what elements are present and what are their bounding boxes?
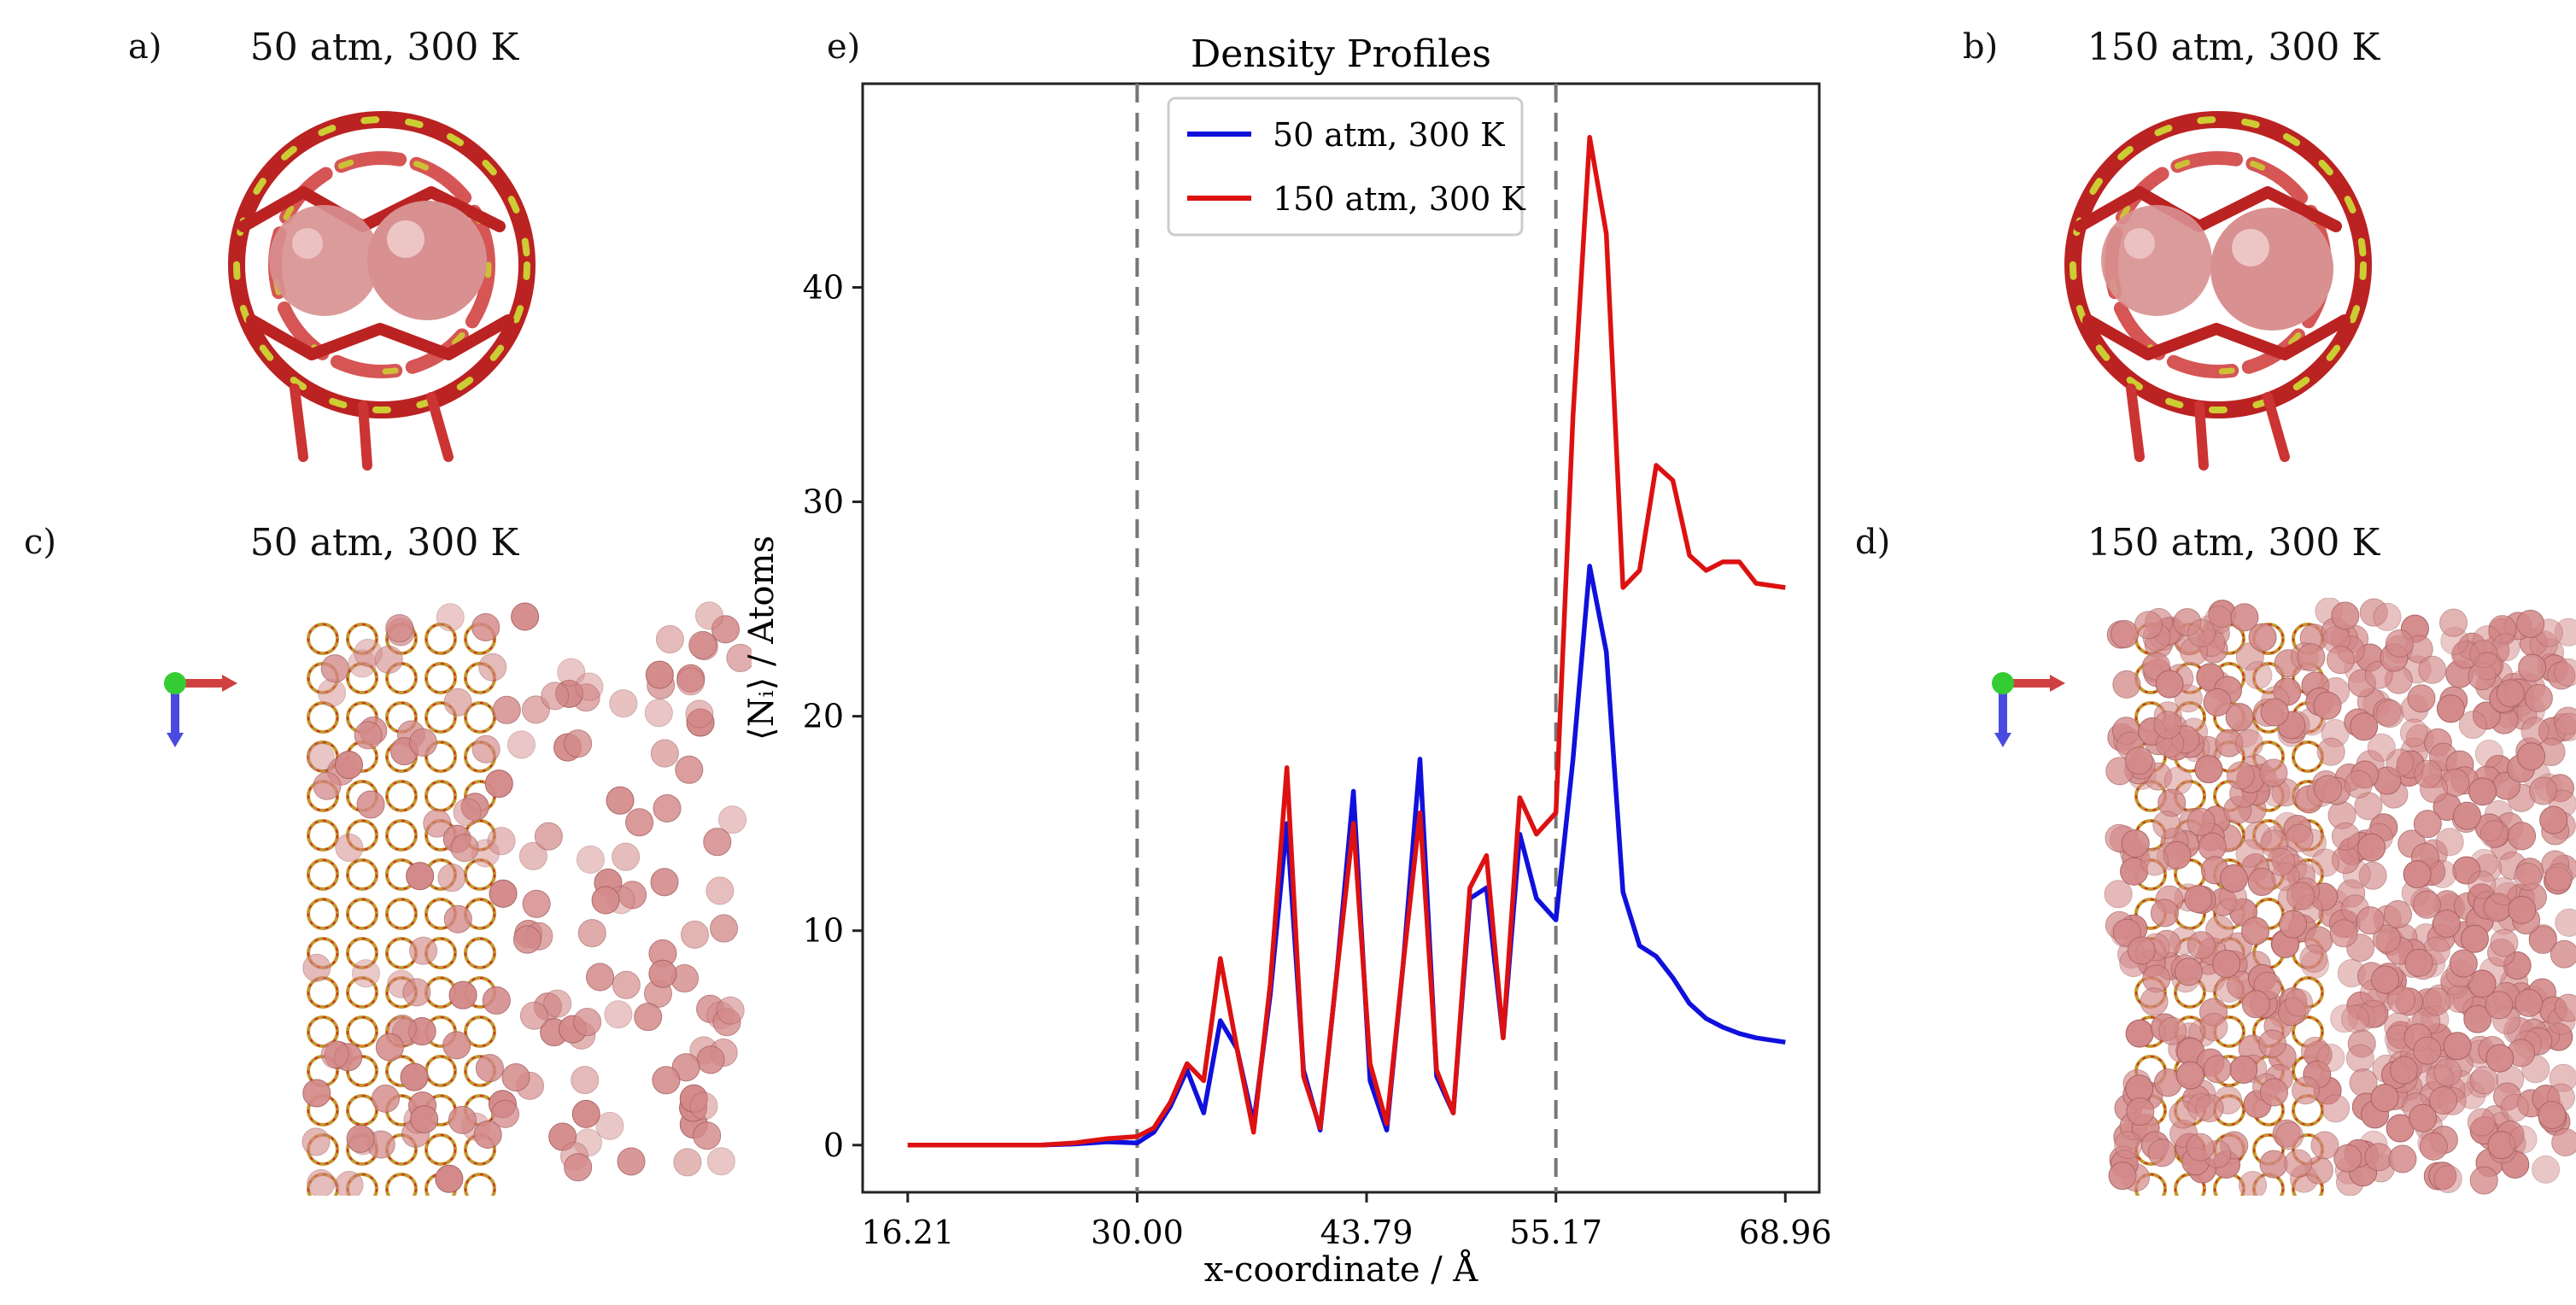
x-tick-label: 30.00: [1091, 1214, 1184, 1251]
guest-atom-2: [367, 201, 487, 320]
chart-title: Density Profiles: [1191, 32, 1491, 76]
panel-b-title: 150 atm, 300 K: [2087, 26, 2380, 69]
axes-triad: [1992, 672, 2065, 747]
simulation-box-50atm: [164, 601, 752, 1196]
plot-frame: [861, 82, 1821, 1194]
series-line-0: [907, 564, 1786, 1148]
panel-a-title: 50 atm, 300 K: [249, 26, 519, 69]
panel-c-label: c): [24, 523, 57, 562]
legend-label-50atm: 50 atm, 300 K: [1273, 116, 1505, 154]
x-axis-label: x-coordinate / Å: [1204, 1249, 1479, 1290]
legend-box: [1167, 97, 1524, 237]
gas-atoms: [2104, 598, 2576, 1196]
panel-b-label: b): [1963, 27, 1999, 67]
cage-image-150atm: [2064, 111, 2372, 471]
legend-label-150atm: 150 atm, 300 K: [1273, 180, 1525, 218]
density-profile-chart: Density Profiles 16.21 30.00 43.79 55.17 68.…: [742, 32, 1832, 1290]
y-tick-label: 10: [803, 912, 844, 950]
boundary-lines: [1135, 84, 1558, 1192]
series-line-1: [907, 135, 1786, 1148]
legend: 50 atm, 300 K 150 atm, 300 K: [1167, 97, 1525, 237]
x-tick-label: 68.96: [1739, 1214, 1832, 1251]
guest-atom-1: [2101, 205, 2212, 316]
x-tick-label: 16.21: [861, 1214, 954, 1251]
panel-e-label: e): [827, 27, 861, 67]
axes-triad: [164, 672, 237, 747]
y-tick-label: 30: [803, 483, 844, 521]
panel-a-label: a): [128, 27, 162, 67]
simulation-box-150atm: [1992, 598, 2576, 1196]
panel-c-title: 50 atm, 300 K: [249, 521, 519, 565]
x-tick-label: 43.79: [1320, 1214, 1414, 1251]
gas-atoms: [302, 601, 752, 1196]
y-tick-label: 20: [803, 698, 844, 735]
guest-atom-2: [2210, 208, 2333, 331]
y-tick-label: 0: [823, 1127, 844, 1164]
guest-atom-1: [269, 205, 380, 316]
y-axis-label: ⟨Nᵢ⟩ / Atoms: [742, 535, 782, 740]
cage-image-50atm: [228, 111, 536, 471]
x-tick-label: 55.17: [1509, 1214, 1602, 1251]
y-tick-label: 40: [803, 269, 844, 307]
series-lines: [907, 135, 1786, 1148]
x-axis-ticks: 16.21 30.00 43.79 55.17 68.96: [861, 1192, 1832, 1251]
y-axis-ticks: 0 10 20 30 40: [803, 269, 863, 1164]
panel-d-title: 150 atm, 300 K: [2087, 521, 2380, 565]
panel-d-label: d): [1855, 523, 1891, 562]
